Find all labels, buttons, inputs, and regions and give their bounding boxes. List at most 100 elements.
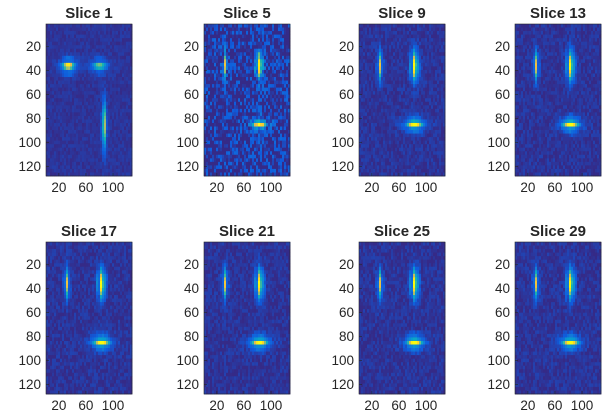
heatmap-cell: [210, 137, 213, 142]
heatmap-cell: [96, 69, 99, 74]
heatmap-cell: [62, 105, 65, 110]
heatmap-cell: [112, 27, 115, 32]
heatmap-cell: [124, 38, 127, 43]
heatmap-cell: [268, 147, 271, 152]
heatmap-cell: [84, 168, 87, 173]
heatmap-cell: [397, 84, 400, 89]
heatmap-cell: [234, 108, 237, 113]
heatmap-cell: [72, 154, 75, 159]
heatmap-cell: [369, 84, 372, 89]
heatmap-cell: [64, 98, 67, 103]
heatmap-cell: [62, 144, 65, 149]
heatmap-cell: [224, 140, 227, 145]
heatmap-cell: [88, 91, 91, 96]
heatmap-cell: [441, 73, 444, 78]
heatmap-cell: [224, 144, 227, 149]
heatmap-cell: [421, 115, 424, 120]
heatmap-cell: [94, 165, 97, 170]
heatmap-cell: [224, 48, 227, 53]
heatmap-cell: [120, 133, 123, 138]
heatmap-cell: [116, 69, 119, 74]
heatmap-cell: [228, 52, 231, 57]
heatmap-cell: [80, 168, 83, 173]
heatmap-cell: [208, 80, 211, 85]
heatmap-cell: [383, 77, 386, 81]
heatmap-cell: [226, 59, 229, 64]
heatmap-cell: [256, 48, 259, 53]
heatmap-cell: [282, 130, 285, 134]
heatmap-cell: [98, 27, 101, 32]
heatmap-cell: [260, 48, 263, 53]
heatmap-cell: [369, 59, 372, 64]
heatmap-cell: [96, 31, 99, 35]
heatmap-cell: [204, 38, 207, 43]
heatmap-cell: [379, 87, 382, 92]
heatmap-cell: [96, 115, 99, 120]
heatmap-cell: [443, 45, 446, 50]
heatmap-cell: [60, 66, 63, 71]
heatmap-cell: [204, 126, 207, 131]
heatmap-cell: [88, 130, 91, 134]
heatmap-cell: [234, 59, 237, 64]
heatmap-cell: [419, 48, 422, 53]
heatmap-cell: [284, 84, 287, 89]
heatmap-cell: [102, 158, 105, 163]
heatmap-cell: [208, 73, 211, 78]
heatmap-cell: [381, 27, 384, 32]
heatmap-cell: [52, 144, 55, 149]
heatmap-cell: [58, 108, 61, 113]
heatmap-cell: [230, 168, 233, 173]
heatmap-cell: [260, 122, 263, 127]
heatmap-cell: [278, 112, 281, 117]
heatmap-cell: [409, 91, 412, 96]
heatmap-cell: [278, 31, 281, 35]
heatmap-cell: [280, 38, 283, 43]
heatmap-cell: [228, 151, 231, 156]
heatmap-cell: [258, 147, 261, 152]
heatmap-cell: [218, 105, 221, 110]
heatmap-cell: [387, 94, 390, 99]
heatmap-cell: [96, 48, 99, 53]
heatmap-cell: [246, 101, 249, 106]
heatmap-cell: [120, 108, 123, 113]
heatmap-cell: [381, 38, 384, 43]
heatmap-cell: [52, 112, 55, 117]
heatmap-cell: [431, 91, 434, 96]
heatmap-cell: [108, 48, 111, 53]
heatmap-cell: [417, 87, 420, 92]
heatmap-cell: [393, 122, 396, 127]
heatmap-cell: [266, 31, 269, 35]
heatmap-cell: [401, 52, 404, 57]
heatmap-cell: [244, 98, 247, 103]
heatmap-cell: [226, 101, 229, 106]
heatmap-cell: [250, 137, 253, 142]
heatmap-cell: [415, 112, 418, 117]
heatmap-cell: [130, 133, 133, 138]
heatmap-cell: [244, 24, 247, 28]
heatmap-cell: [68, 59, 71, 64]
heatmap-cell: [208, 27, 211, 32]
heatmap-cell: [128, 151, 131, 156]
heatmap-cell: [242, 55, 245, 60]
heatmap-cell: [254, 154, 257, 159]
heatmap-cell: [367, 87, 370, 92]
heatmap-cell: [258, 140, 261, 145]
heatmap-cell: [84, 34, 87, 39]
heatmap-cell: [72, 158, 75, 163]
heatmap-cell: [222, 105, 225, 110]
heatmap-cell: [373, 24, 376, 28]
heatmap-cell: [379, 84, 382, 89]
heatmap-cell: [359, 87, 362, 92]
heatmap-cell: [399, 41, 402, 46]
heatmap-cell: [435, 84, 438, 89]
heatmap-cell: [112, 80, 115, 85]
heatmap-cell: [437, 94, 440, 99]
heatmap-cell: [76, 133, 79, 138]
heatmap-cell: [361, 112, 364, 117]
heatmap-cell: [74, 52, 77, 57]
heatmap-cell: [419, 98, 422, 103]
heatmap-cell: [427, 24, 430, 28]
heatmap-cell: [114, 147, 117, 152]
heatmap-cell: [232, 80, 235, 85]
heatmap-cell: [90, 91, 93, 96]
